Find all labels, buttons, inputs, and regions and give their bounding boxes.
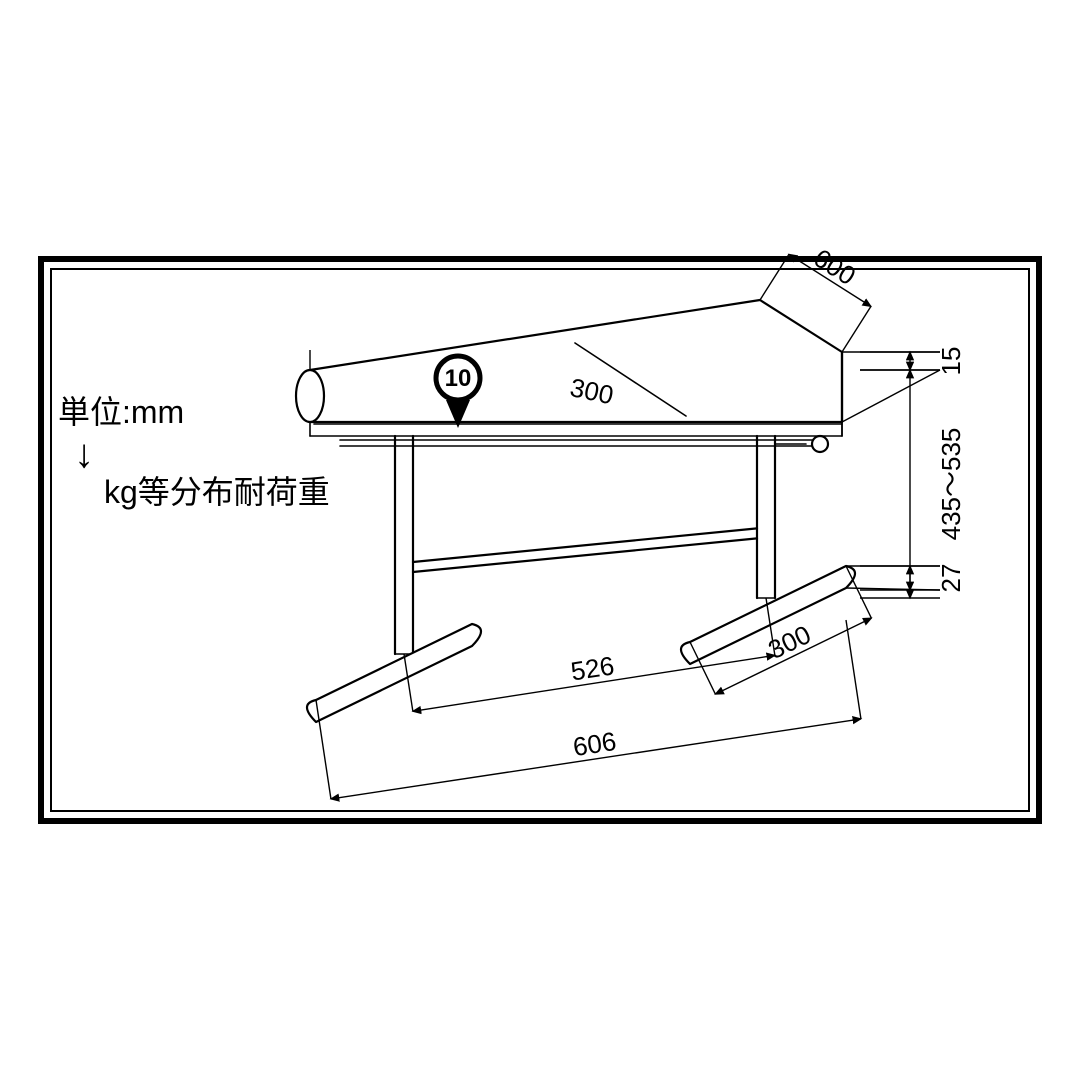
svg-text:10: 10 <box>445 365 472 392</box>
svg-text:27: 27 <box>936 564 966 593</box>
technical-drawing: 1060030015435～53527300526606 <box>0 0 1080 1080</box>
svg-text:300: 300 <box>763 619 815 665</box>
svg-text:606: 606 <box>571 726 618 762</box>
svg-text:15: 15 <box>936 347 966 376</box>
svg-text:600: 600 <box>808 243 861 292</box>
svg-text:435～535: 435～535 <box>936 428 966 541</box>
